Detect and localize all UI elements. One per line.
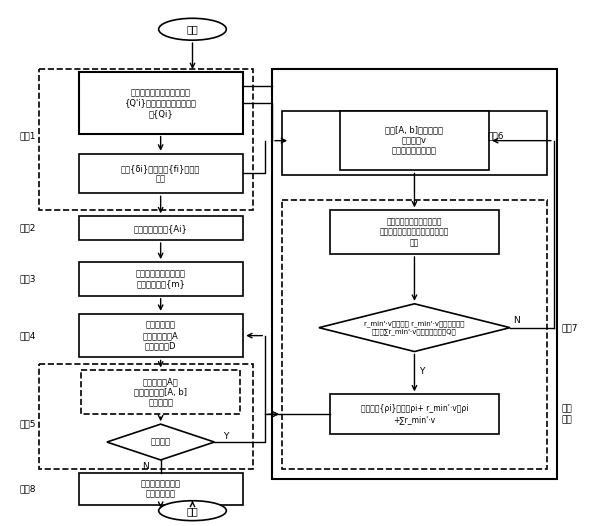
Text: 步骤2: 步骤2 <box>19 224 36 232</box>
FancyBboxPatch shape <box>78 473 243 505</box>
Text: 加入一个新的关键点，
对关键点集中{m}: 加入一个新的关键点， 对关键点集中{m} <box>136 269 185 289</box>
Text: N: N <box>514 316 520 325</box>
FancyBboxPatch shape <box>81 370 240 414</box>
FancyBboxPatch shape <box>78 72 243 134</box>
Text: N: N <box>142 462 149 471</box>
Text: 计算零件几何误差
并判别合格性: 计算零件几何误差 并判别合格性 <box>141 479 181 499</box>
FancyBboxPatch shape <box>78 313 243 358</box>
Text: 建立{δi}元素集、{fi}状态元
素集: 建立{δi}元素集、{fi}状态元 素集 <box>121 164 200 183</box>
FancyBboxPatch shape <box>282 111 547 176</box>
Text: 根据[A, b]计算测点的
寻优方向v
（一次，扰动，几）: 根据[A, b]计算测点的 寻优方向v （一次，扰动，几） <box>386 126 444 156</box>
Text: 以迭及闭题求新的关键点，
更新做测测点的状态，求解各来及
指确: 以迭及闭题求新的关键点， 更新做测测点的状态，求解各来及 指确 <box>380 217 449 247</box>
FancyBboxPatch shape <box>272 69 557 479</box>
Text: 步骤8: 步骤8 <box>19 484 36 493</box>
FancyBboxPatch shape <box>78 216 243 240</box>
Text: 将测点集{ρi}更新为ρi+ r_min'·v及ρi
+∑r_min'·v: 将测点集{ρi}更新为ρi+ r_min'·v及ρi +∑r_min'·v <box>361 404 468 424</box>
Text: 步骤6: 步骤6 <box>487 131 504 140</box>
FancyBboxPatch shape <box>340 111 489 170</box>
FancyBboxPatch shape <box>330 210 499 254</box>
FancyBboxPatch shape <box>78 154 243 194</box>
FancyBboxPatch shape <box>39 365 253 469</box>
Text: 在待测零件表面获取测点集
{Q'i}，经过坐标变换得测点
集{Qi}: 在待测零件表面获取测点集 {Q'i}，经过坐标变换得测点 集{Qi} <box>124 88 197 118</box>
Text: 步骤3: 步骤3 <box>19 275 36 284</box>
FancyBboxPatch shape <box>39 69 253 210</box>
Text: Y: Y <box>222 431 228 441</box>
Text: 优化
计算: 优化 计算 <box>562 404 572 424</box>
FancyBboxPatch shape <box>78 262 243 296</box>
Text: 继续否？: 继续否？ <box>151 438 170 447</box>
Text: 结果: 结果 <box>187 505 199 515</box>
Polygon shape <box>319 304 510 351</box>
Text: 步骤7: 步骤7 <box>562 323 578 332</box>
Text: Y: Y <box>419 367 424 376</box>
Text: 步骤5: 步骤5 <box>19 420 36 429</box>
Ellipse shape <box>158 18 226 40</box>
Ellipse shape <box>158 501 226 521</box>
Text: 根据关键点集
建立分析矩阵A
和分析向量D: 根据关键点集 建立分析矩阵A 和分析向量D <box>143 321 179 350</box>
Text: r_min'·v的累次值 r_min'·v或数次迭代后
累和值∑r_min'·v大于给定的阈值Q？: r_min'·v的累次值 r_min'·v或数次迭代后 累和值∑r_min'·v… <box>364 320 465 335</box>
Text: 列出特征向量集{Ai}: 列出特征向量集{Ai} <box>134 224 188 232</box>
Text: 步骤4: 步骤4 <box>19 331 36 340</box>
Text: 开始: 开始 <box>187 24 199 34</box>
Text: 对分析矩阵A及
增广分析矩阵[A, b]
进行秩分析: 对分析矩阵A及 增广分析矩阵[A, b] 进行秩分析 <box>134 378 187 407</box>
Polygon shape <box>107 424 215 460</box>
FancyBboxPatch shape <box>282 200 547 469</box>
FancyBboxPatch shape <box>330 394 499 434</box>
Text: 步骤1: 步骤1 <box>19 131 36 140</box>
